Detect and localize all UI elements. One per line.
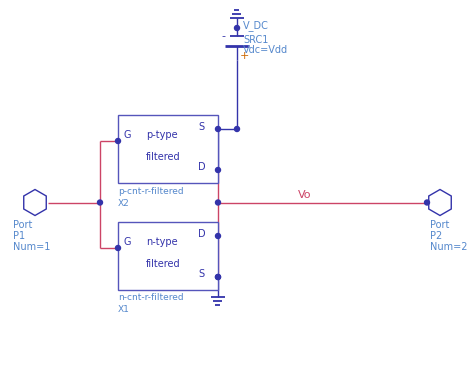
Circle shape (235, 126, 239, 132)
Text: Port: Port (430, 220, 449, 230)
Text: V_DC: V_DC (243, 21, 269, 31)
Circle shape (216, 168, 220, 172)
Text: D: D (198, 162, 206, 172)
Text: p-cnt-r-filtered: p-cnt-r-filtered (118, 187, 183, 196)
Text: X2: X2 (118, 199, 130, 208)
Text: S: S (198, 122, 204, 132)
Text: filtered: filtered (146, 152, 181, 162)
Circle shape (216, 275, 220, 279)
Circle shape (216, 275, 220, 279)
Text: G: G (124, 237, 131, 247)
Text: -: - (221, 31, 225, 41)
Bar (118, 115, 218, 183)
Text: n-cnt-r-filtered: n-cnt-r-filtered (118, 294, 183, 303)
Text: +: + (240, 51, 249, 61)
Text: p-type: p-type (146, 130, 178, 140)
Text: Num=1: Num=1 (13, 242, 50, 251)
Circle shape (235, 25, 239, 31)
Circle shape (425, 200, 429, 205)
Text: X1: X1 (118, 306, 130, 315)
Circle shape (216, 126, 220, 132)
Text: P2: P2 (430, 230, 442, 240)
Text: P1: P1 (13, 230, 25, 240)
Circle shape (216, 200, 220, 205)
Bar (118, 222, 218, 290)
Text: G: G (124, 130, 131, 140)
Text: SRC1: SRC1 (243, 35, 268, 45)
Polygon shape (429, 190, 451, 215)
Circle shape (98, 200, 102, 205)
Text: Vdc=Vdd: Vdc=Vdd (243, 45, 288, 55)
Text: n-type: n-type (146, 237, 178, 247)
Text: Num=2: Num=2 (430, 242, 467, 251)
Circle shape (116, 245, 120, 251)
Text: D: D (198, 229, 206, 239)
Circle shape (216, 233, 220, 239)
Circle shape (116, 138, 120, 144)
Text: S: S (198, 269, 204, 279)
Text: Vo: Vo (298, 190, 311, 199)
Polygon shape (24, 190, 46, 215)
Text: filtered: filtered (146, 259, 181, 269)
Text: Port: Port (13, 220, 32, 230)
